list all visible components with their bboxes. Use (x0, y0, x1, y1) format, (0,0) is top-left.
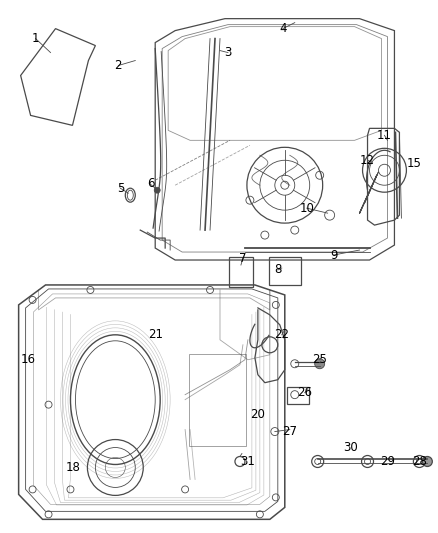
Text: 10: 10 (299, 201, 314, 215)
Text: 11: 11 (376, 129, 391, 142)
Text: 15: 15 (406, 157, 421, 170)
Text: 20: 20 (250, 408, 265, 421)
Text: 31: 31 (240, 455, 255, 468)
Text: 2: 2 (114, 59, 122, 72)
Text: 21: 21 (147, 328, 162, 341)
Text: 4: 4 (279, 22, 286, 35)
Text: 27: 27 (282, 425, 297, 438)
Text: 7: 7 (239, 252, 246, 264)
Text: 28: 28 (411, 455, 426, 468)
Text: 3: 3 (224, 46, 231, 59)
Text: 12: 12 (359, 154, 374, 167)
Text: 8: 8 (273, 263, 281, 277)
Text: 26: 26 (297, 386, 311, 399)
Text: 29: 29 (379, 455, 394, 468)
Text: 1: 1 (32, 32, 39, 45)
Text: 30: 30 (343, 441, 357, 454)
Circle shape (154, 187, 160, 193)
Text: 5: 5 (117, 182, 124, 195)
Circle shape (421, 456, 431, 466)
Text: 22: 22 (274, 328, 289, 341)
Text: 9: 9 (329, 248, 337, 262)
Text: 25: 25 (311, 353, 326, 366)
Text: 16: 16 (21, 353, 36, 366)
Text: 18: 18 (66, 461, 81, 474)
Text: 6: 6 (147, 177, 155, 190)
Circle shape (314, 359, 324, 369)
